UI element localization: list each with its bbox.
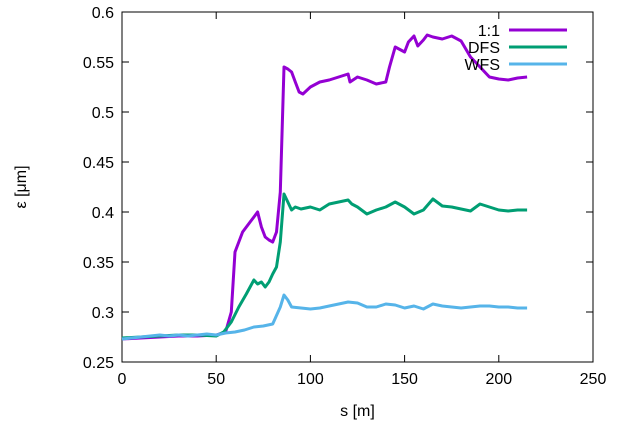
y-tick-label: 0.25	[83, 355, 114, 372]
x-tick-label: 250	[580, 371, 607, 388]
x-tick-label: 100	[297, 371, 324, 388]
y-axis: 0.25 0.3 0.35 0.4 0.45 0.5 0.55 0.6	[83, 5, 593, 372]
series-line-0	[121, 33, 528, 341]
legend-label: 1:1	[478, 23, 500, 40]
y-tick-label: 0.4	[92, 205, 114, 222]
y-tick-label: 0.6	[92, 5, 114, 22]
x-tick-label: 200	[485, 371, 512, 388]
x-axis-label: s [m]	[340, 403, 375, 420]
plot-border	[121, 11, 594, 363]
y-tick-label: 0.3	[92, 305, 114, 322]
x-tick-label: 0	[118, 371, 127, 388]
series-line-1	[121, 192, 528, 340]
x-tick-label: 150	[391, 371, 418, 388]
y-tick-label: 0.5	[92, 105, 114, 122]
y-axis-label: ε [μm]	[13, 165, 30, 208]
legend-label: WFS	[464, 57, 500, 74]
y-tick-label: 0.55	[83, 55, 114, 72]
x-tick-label: 50	[207, 371, 225, 388]
y-tick-label: 0.45	[83, 155, 114, 172]
series-lines	[121, 33, 528, 341]
plot-frame	[121, 11, 594, 363]
series-line-2	[121, 293, 528, 341]
y-tick-label: 0.35	[83, 255, 114, 272]
legend-label: DFS	[468, 40, 500, 57]
x-axis: 0 50 100 150 200 250	[118, 12, 607, 388]
